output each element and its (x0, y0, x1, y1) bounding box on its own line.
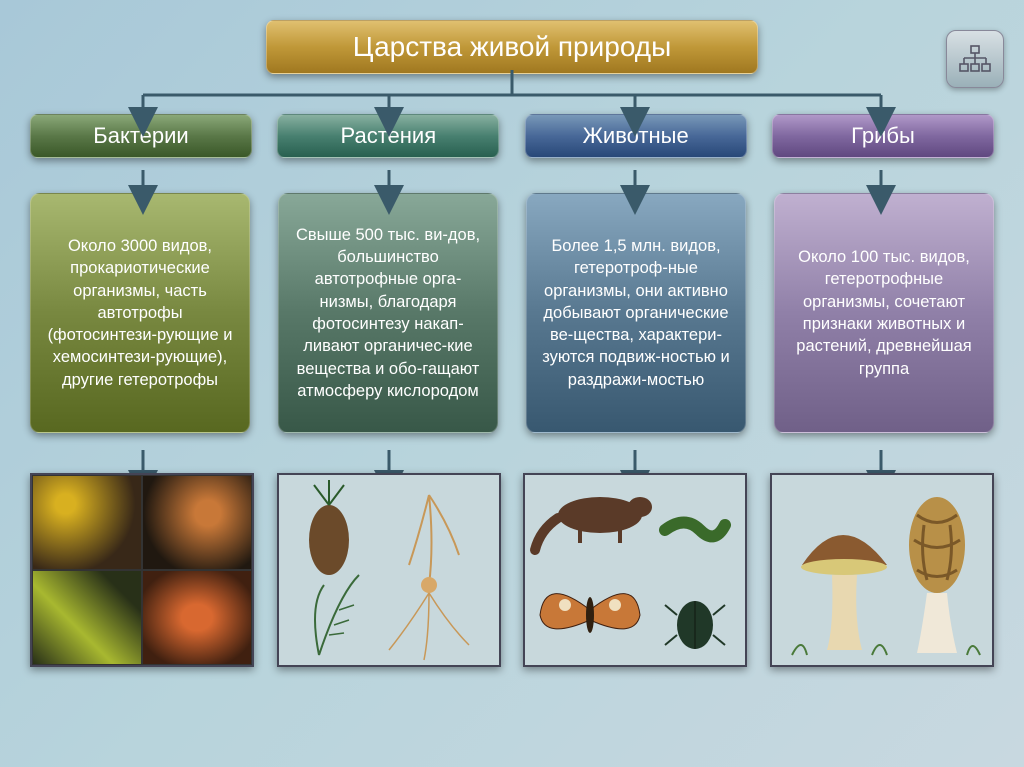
kingdom-header-animals: Животные (525, 114, 747, 158)
kingdom-desc-animals: Более 1,5 млн. видов, гетеротроф-ные орг… (526, 193, 746, 433)
kingdom-descriptions-row: Около 3000 видов, прокариотические орган… (30, 193, 994, 433)
kingdom-images-row (30, 473, 994, 667)
main-title: Царства живой природы (266, 20, 758, 74)
kingdom-headers-row: Бактерии Растения Животные Грибы (30, 114, 994, 158)
kingdom-desc-fungi: Около 100 тыс. видов, гетеротрофные орга… (774, 193, 994, 433)
kingdom-header-plants: Растения (277, 114, 499, 158)
plants-image (277, 473, 501, 667)
hierarchy-nav-button[interactable] (946, 30, 1004, 88)
fungi-image (770, 473, 994, 667)
kingdom-desc-bacteria: Около 3000 видов, прокариотические орган… (30, 193, 250, 433)
bacteria-image (30, 473, 254, 667)
animals-image (523, 473, 747, 667)
kingdom-desc-plants: Свыше 500 тыс. ви-дов, большинство автот… (278, 193, 498, 433)
kingdom-header-fungi: Грибы (772, 114, 994, 158)
kingdom-header-bacteria: Бактерии (30, 114, 252, 158)
hierarchy-icon (958, 45, 992, 73)
diagram-container: Царства живой природы Бактерии Растения … (0, 0, 1024, 767)
